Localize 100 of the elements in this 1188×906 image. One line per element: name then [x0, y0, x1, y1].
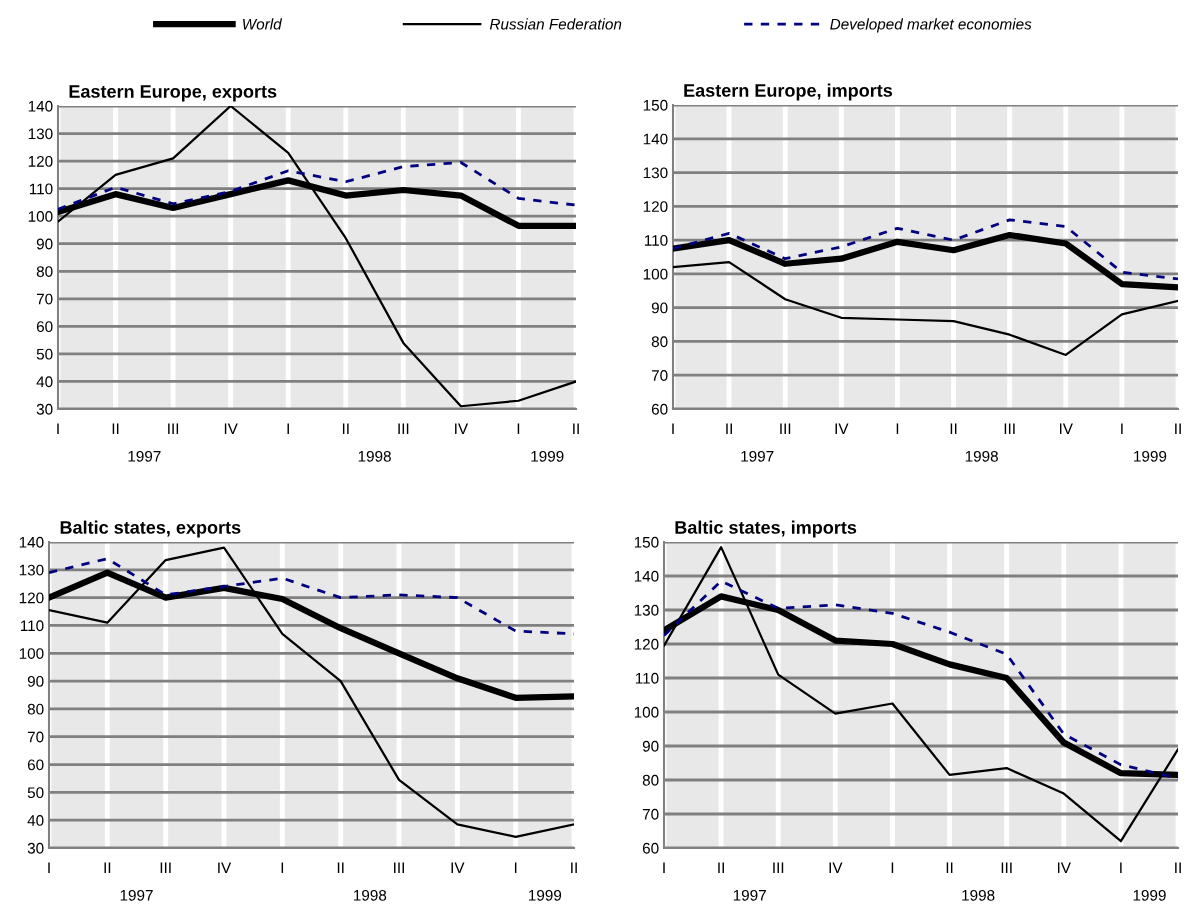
- y-tick-label: 60: [651, 403, 668, 415]
- y-tick-label: 80: [651, 336, 668, 348]
- x-tick-label: II: [571, 862, 577, 873]
- x-tick-label: I: [1120, 862, 1122, 873]
- y-tick-label: 150: [643, 99, 668, 111]
- y-tick-label: 100: [634, 706, 659, 718]
- x-tick-label: III: [1004, 423, 1015, 434]
- y-tick-label: 140: [643, 133, 668, 145]
- y-tick-label: 130: [634, 604, 659, 616]
- y-tick-label: 140: [28, 100, 53, 112]
- x-tick-label: IV: [455, 423, 469, 434]
- y-tick-label: 60: [36, 321, 53, 333]
- x-tick-label: III: [1001, 862, 1012, 873]
- legend-label: World: [243, 18, 283, 30]
- legend-label: Russian Federation: [489, 18, 622, 30]
- text: 1997: [733, 889, 766, 901]
- text: 1999: [1133, 889, 1166, 901]
- y-tick-label: 110: [20, 620, 44, 632]
- y-tick-label: 70: [36, 293, 53, 305]
- line-series: [58, 106, 576, 408]
- y-tick-label: 90: [36, 238, 53, 250]
- y-tick-label: 80: [27, 703, 44, 715]
- y-tick-label: 110: [644, 234, 668, 246]
- y-tick-label: 140: [19, 536, 44, 548]
- text: 1997: [741, 450, 774, 462]
- chart-title: Eastern Europe, exports: [69, 85, 277, 102]
- y-tick-label: 60: [642, 842, 659, 854]
- y-tick-label: 110: [29, 183, 53, 195]
- chart-title: Eastern Europe, imports: [684, 83, 893, 101]
- y-tick-label: 70: [642, 808, 659, 820]
- x-tick-label: IV: [224, 423, 238, 434]
- text: 1997: [120, 889, 153, 901]
- y-tick-label: 90: [27, 675, 44, 687]
- x-tick-label: II: [946, 862, 953, 873]
- x-tick-label: IV: [1059, 423, 1073, 434]
- y-tick-label: 70: [27, 731, 44, 743]
- text: 1999: [1134, 450, 1167, 462]
- text: 1998: [354, 889, 387, 901]
- x-tick-label: III: [394, 862, 404, 873]
- y-tick-label: 120: [634, 638, 659, 650]
- y-tick-label: 120: [19, 592, 44, 604]
- y-tick-label: 120: [643, 201, 668, 213]
- x-tick-label: II: [112, 423, 119, 434]
- text: 1997: [128, 450, 161, 462]
- y-tick-label: 80: [36, 266, 53, 277]
- x-tick-label: I: [48, 862, 50, 873]
- y-tick-label: 80: [642, 774, 659, 786]
- x-tick-label: II: [718, 862, 724, 873]
- x-tick-label: II: [1175, 423, 1181, 434]
- y-tick-label: 100: [28, 211, 53, 222]
- y-tick-label: 120: [28, 155, 53, 167]
- y-tick-label: 140: [634, 570, 659, 582]
- x-tick-label: III: [398, 423, 409, 434]
- x-tick-label: III: [780, 423, 791, 434]
- x-tick-label: II: [104, 862, 111, 873]
- y-tick-label: 40: [27, 815, 44, 826]
- y-tick-label: 90: [642, 740, 659, 752]
- x-tick-label: I: [281, 862, 284, 873]
- x-tick-label: I: [57, 423, 59, 434]
- y-tick-label: 110: [635, 672, 659, 684]
- y-tick-label: 150: [634, 536, 659, 548]
- x-tick-label: III: [160, 862, 171, 873]
- y-tick-label: 30: [36, 403, 53, 415]
- text: 1998: [358, 450, 391, 462]
- x-tick-label: II: [342, 423, 349, 434]
- x-tick-label: IV: [218, 862, 232, 873]
- x-tick-label: IV: [829, 862, 843, 873]
- chart-title: Baltic states, imports: [675, 520, 857, 538]
- x-tick-label: III: [168, 423, 179, 434]
- legend-label: Developed market economies: [830, 18, 1032, 33]
- y-tick-label: 70: [651, 370, 668, 381]
- x-tick-label: I: [514, 862, 517, 873]
- y-tick-label: 130: [28, 128, 53, 140]
- y-tick-label: 90: [651, 302, 668, 314]
- x-tick-label: I: [1121, 423, 1123, 434]
- x-tick-label: IV: [835, 423, 849, 434]
- text: 1999: [531, 450, 564, 462]
- x-tick-label: II: [573, 423, 579, 434]
- x-tick-label: II: [726, 423, 732, 434]
- y-tick-label: 30: [27, 842, 44, 854]
- y-tick-label: 100: [643, 268, 668, 280]
- x-tick-label: I: [517, 423, 520, 434]
- x-tick-label: I: [896, 423, 899, 434]
- x-tick-label: I: [663, 862, 665, 873]
- line-series: [58, 161, 576, 211]
- y-tick-label: 100: [19, 648, 44, 659]
- line-series: [673, 218, 1178, 281]
- text: 1998: [962, 889, 995, 901]
- x-tick-label: III: [773, 862, 784, 873]
- x-tick-label: IV: [1057, 862, 1071, 873]
- x-tick-label: I: [672, 423, 674, 434]
- line-series: [49, 546, 574, 838]
- y-tick-label: 130: [19, 564, 44, 576]
- y-tick-label: 40: [36, 376, 53, 388]
- x-tick-label: II: [1175, 862, 1181, 873]
- x-tick-label: I: [287, 423, 289, 434]
- y-tick-label: 50: [27, 787, 44, 799]
- y-tick-label: 50: [36, 348, 53, 360]
- text: 1998: [965, 450, 998, 462]
- text: 1999: [529, 889, 562, 901]
